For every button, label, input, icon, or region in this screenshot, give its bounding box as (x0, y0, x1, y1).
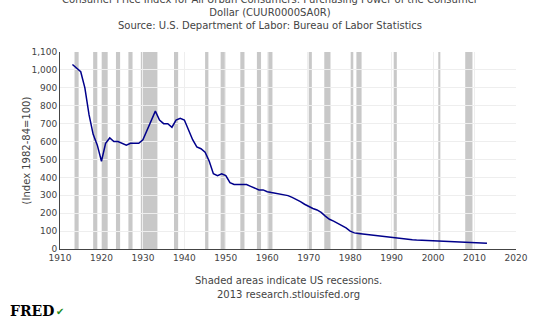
svg-text:Consumer Price Index for All U: Consumer Price Index for All Urban Consu… (62, 0, 479, 31)
svg-text:FRED: FRED (10, 303, 54, 319)
svg-text:400: 400 (40, 173, 57, 183)
svg-text:2020: 2020 (505, 253, 528, 263)
svg-text:800: 800 (40, 101, 57, 111)
svg-text:1,000: 1,000 (31, 65, 57, 75)
svg-text:Shaded areas indicate US reces: Shaded areas indicate US recessions. (195, 275, 382, 286)
svg-text:1980: 1980 (339, 253, 362, 263)
svg-text:✔: ✔ (56, 306, 64, 317)
svg-text:200: 200 (40, 208, 57, 218)
svg-text:0: 0 (51, 244, 57, 254)
svg-text:2000: 2000 (422, 253, 445, 263)
svg-text:1990: 1990 (380, 253, 403, 263)
svg-text:1910: 1910 (49, 253, 72, 263)
svg-text:1920: 1920 (90, 253, 113, 263)
svg-text:1950: 1950 (214, 253, 237, 263)
svg-text:1930: 1930 (131, 253, 154, 263)
svg-text:(Index 1982-84=100): (Index 1982-84=100) (21, 97, 32, 205)
svg-text:1940: 1940 (173, 253, 196, 263)
svg-text:600: 600 (40, 137, 57, 147)
svg-text:900: 900 (40, 83, 57, 93)
svg-text:2010: 2010 (463, 253, 486, 263)
svg-text:500: 500 (40, 155, 57, 165)
svg-text:700: 700 (40, 119, 57, 129)
svg-text:1,100: 1,100 (31, 47, 57, 57)
svg-text:100: 100 (40, 226, 57, 236)
svg-text:1970: 1970 (297, 253, 320, 263)
svg-text:300: 300 (40, 190, 57, 200)
svg-text:1960: 1960 (256, 253, 279, 263)
svg-text:2013 research.stlouisfed.org: 2013 research.stlouisfed.org (217, 289, 360, 300)
